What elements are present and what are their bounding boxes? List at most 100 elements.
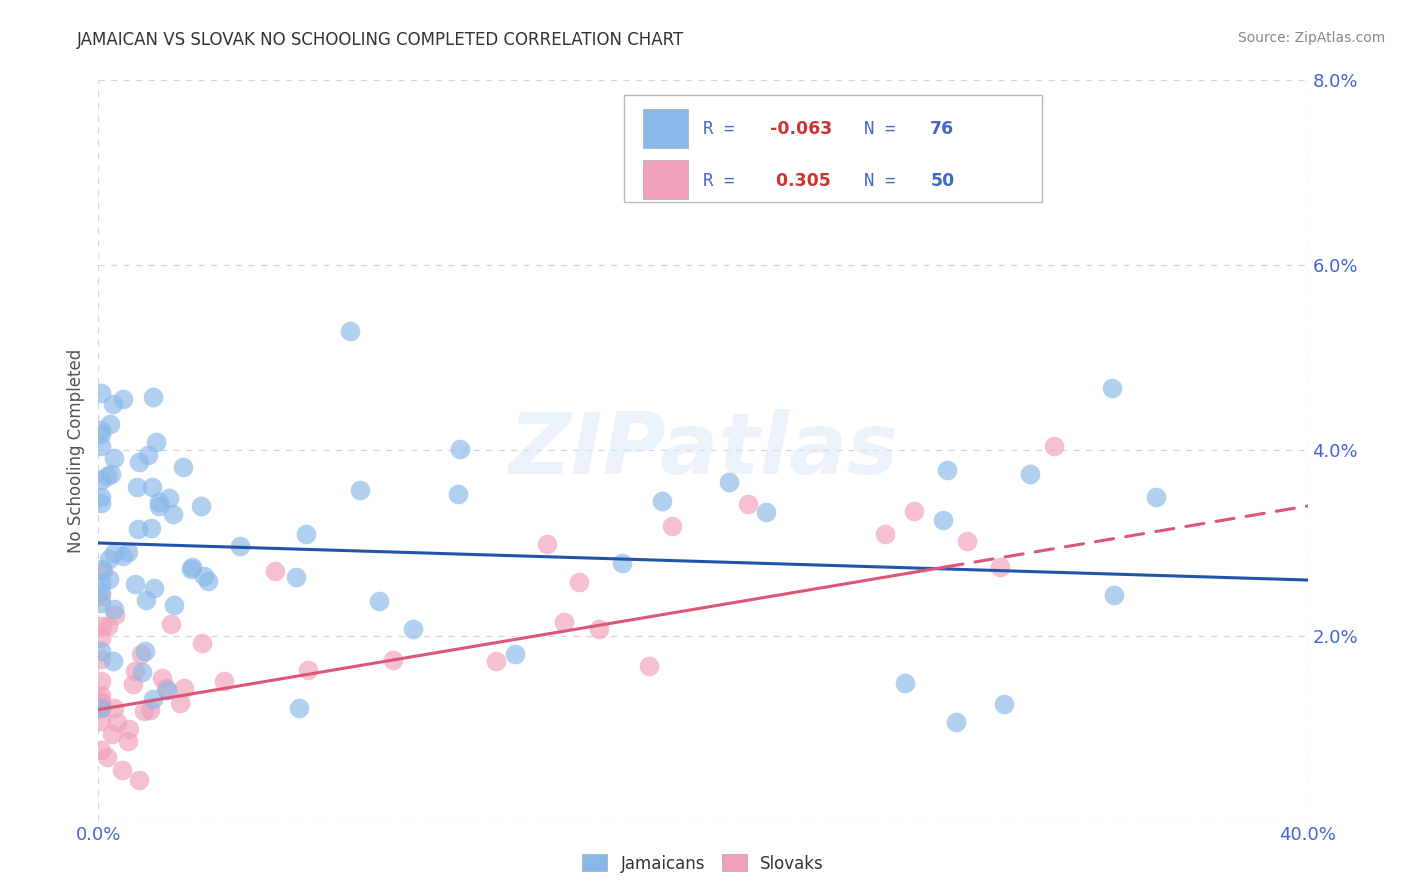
Slovaks (91, 564, 114, 578)
Slovaks (873, 526, 896, 541)
Jamaicans (503, 647, 526, 661)
Slovaks (155, 681, 177, 695)
Slovaks (118, 723, 141, 737)
Jamaicans (125, 480, 148, 494)
Jamaicans (98, 417, 121, 431)
Jamaicans (128, 455, 150, 469)
Jamaicans (229, 539, 252, 553)
Jamaicans (180, 560, 202, 574)
Jamaicans (90, 585, 112, 599)
Jamaicans (148, 499, 170, 513)
Slovaks (129, 648, 152, 662)
Slovaks (110, 763, 132, 777)
Legend: Jamaicans, Slovaks: Jamaicans, Slovaks (575, 847, 831, 880)
Jamaicans (447, 487, 470, 501)
Slovaks (568, 574, 591, 589)
Jamaicans (98, 572, 121, 586)
Slovaks (638, 659, 661, 673)
Slovaks (101, 726, 124, 740)
Slovaks (103, 701, 125, 715)
Jamaicans (103, 450, 125, 465)
Jamaicans (1019, 467, 1042, 482)
Jamaicans (112, 549, 135, 563)
Jamaicans (135, 592, 157, 607)
Jamaicans (295, 527, 318, 541)
Jamaicans (90, 474, 112, 488)
Jamaicans (143, 582, 166, 596)
Jamaicans (90, 644, 112, 658)
Jamaicans (139, 521, 162, 535)
Jamaicans (90, 701, 112, 715)
Slovaks (105, 714, 128, 729)
Bar (643, 161, 689, 199)
Jamaicans (103, 654, 125, 668)
Jamaicans (1101, 381, 1123, 395)
Jamaicans (163, 599, 186, 613)
Text: Source: ZipAtlas.com: Source: ZipAtlas.com (1237, 31, 1385, 45)
Jamaicans (134, 644, 156, 658)
Jamaicans (180, 562, 202, 576)
Jamaicans (136, 448, 159, 462)
Jamaicans (449, 442, 471, 456)
Jamaicans (112, 392, 135, 406)
Jamaicans (96, 469, 118, 483)
Slovaks (297, 664, 319, 678)
Slovaks (104, 607, 127, 622)
Jamaicans (935, 463, 957, 477)
Jamaicans (932, 513, 955, 527)
Jamaicans (124, 577, 146, 591)
Jamaicans (91, 562, 114, 576)
Jamaicans (172, 460, 194, 475)
Slovaks (97, 618, 120, 632)
Jamaicans (156, 683, 179, 698)
Jamaicans (197, 574, 219, 588)
Jamaicans (612, 556, 634, 570)
Slovaks (903, 504, 925, 518)
Jamaicans (142, 691, 165, 706)
Slovaks (90, 674, 112, 689)
Jamaicans (190, 500, 212, 514)
Slovaks (485, 654, 508, 668)
Slovaks (91, 618, 114, 632)
Slovaks (990, 559, 1012, 574)
Slovaks (191, 636, 214, 650)
Text: -0.063: -0.063 (769, 120, 832, 138)
Jamaicans (131, 665, 153, 680)
Slovaks (139, 702, 162, 716)
Jamaicans (159, 491, 181, 506)
Slovaks (1043, 439, 1066, 453)
Jamaicans (90, 423, 112, 437)
Slovaks (90, 631, 112, 645)
Text: ZIPatlas: ZIPatlas (508, 409, 898, 492)
Slovaks (536, 537, 558, 551)
Jamaicans (288, 700, 311, 714)
Slovaks (169, 696, 191, 710)
Slovaks (90, 714, 112, 728)
Slovaks (90, 694, 112, 708)
Slovaks (90, 697, 112, 711)
Jamaicans (993, 698, 1015, 712)
Slovaks (121, 677, 143, 691)
Jamaicans (367, 594, 389, 608)
Slovaks (553, 615, 575, 629)
Text: 0.305: 0.305 (769, 172, 831, 190)
Text: JAMAICAN VS SLOVAK NO SCHOOLING COMPLETED CORRELATION CHART: JAMAICAN VS SLOVAK NO SCHOOLING COMPLETE… (77, 31, 685, 49)
Slovaks (588, 623, 610, 637)
Jamaicans (339, 324, 361, 338)
Jamaicans (945, 714, 967, 729)
Slovaks (152, 671, 174, 685)
Jamaicans (148, 494, 170, 508)
Jamaicans (349, 483, 371, 497)
Slovaks (159, 616, 181, 631)
Slovaks (90, 743, 112, 757)
Slovaks (956, 534, 979, 549)
Jamaicans (284, 569, 307, 583)
Jamaicans (98, 552, 121, 566)
Jamaicans (90, 596, 112, 610)
Slovaks (117, 734, 139, 748)
Jamaicans (162, 507, 184, 521)
Jamaicans (402, 622, 425, 636)
Bar (643, 109, 689, 147)
Slovaks (132, 704, 155, 718)
Jamaicans (142, 390, 165, 404)
